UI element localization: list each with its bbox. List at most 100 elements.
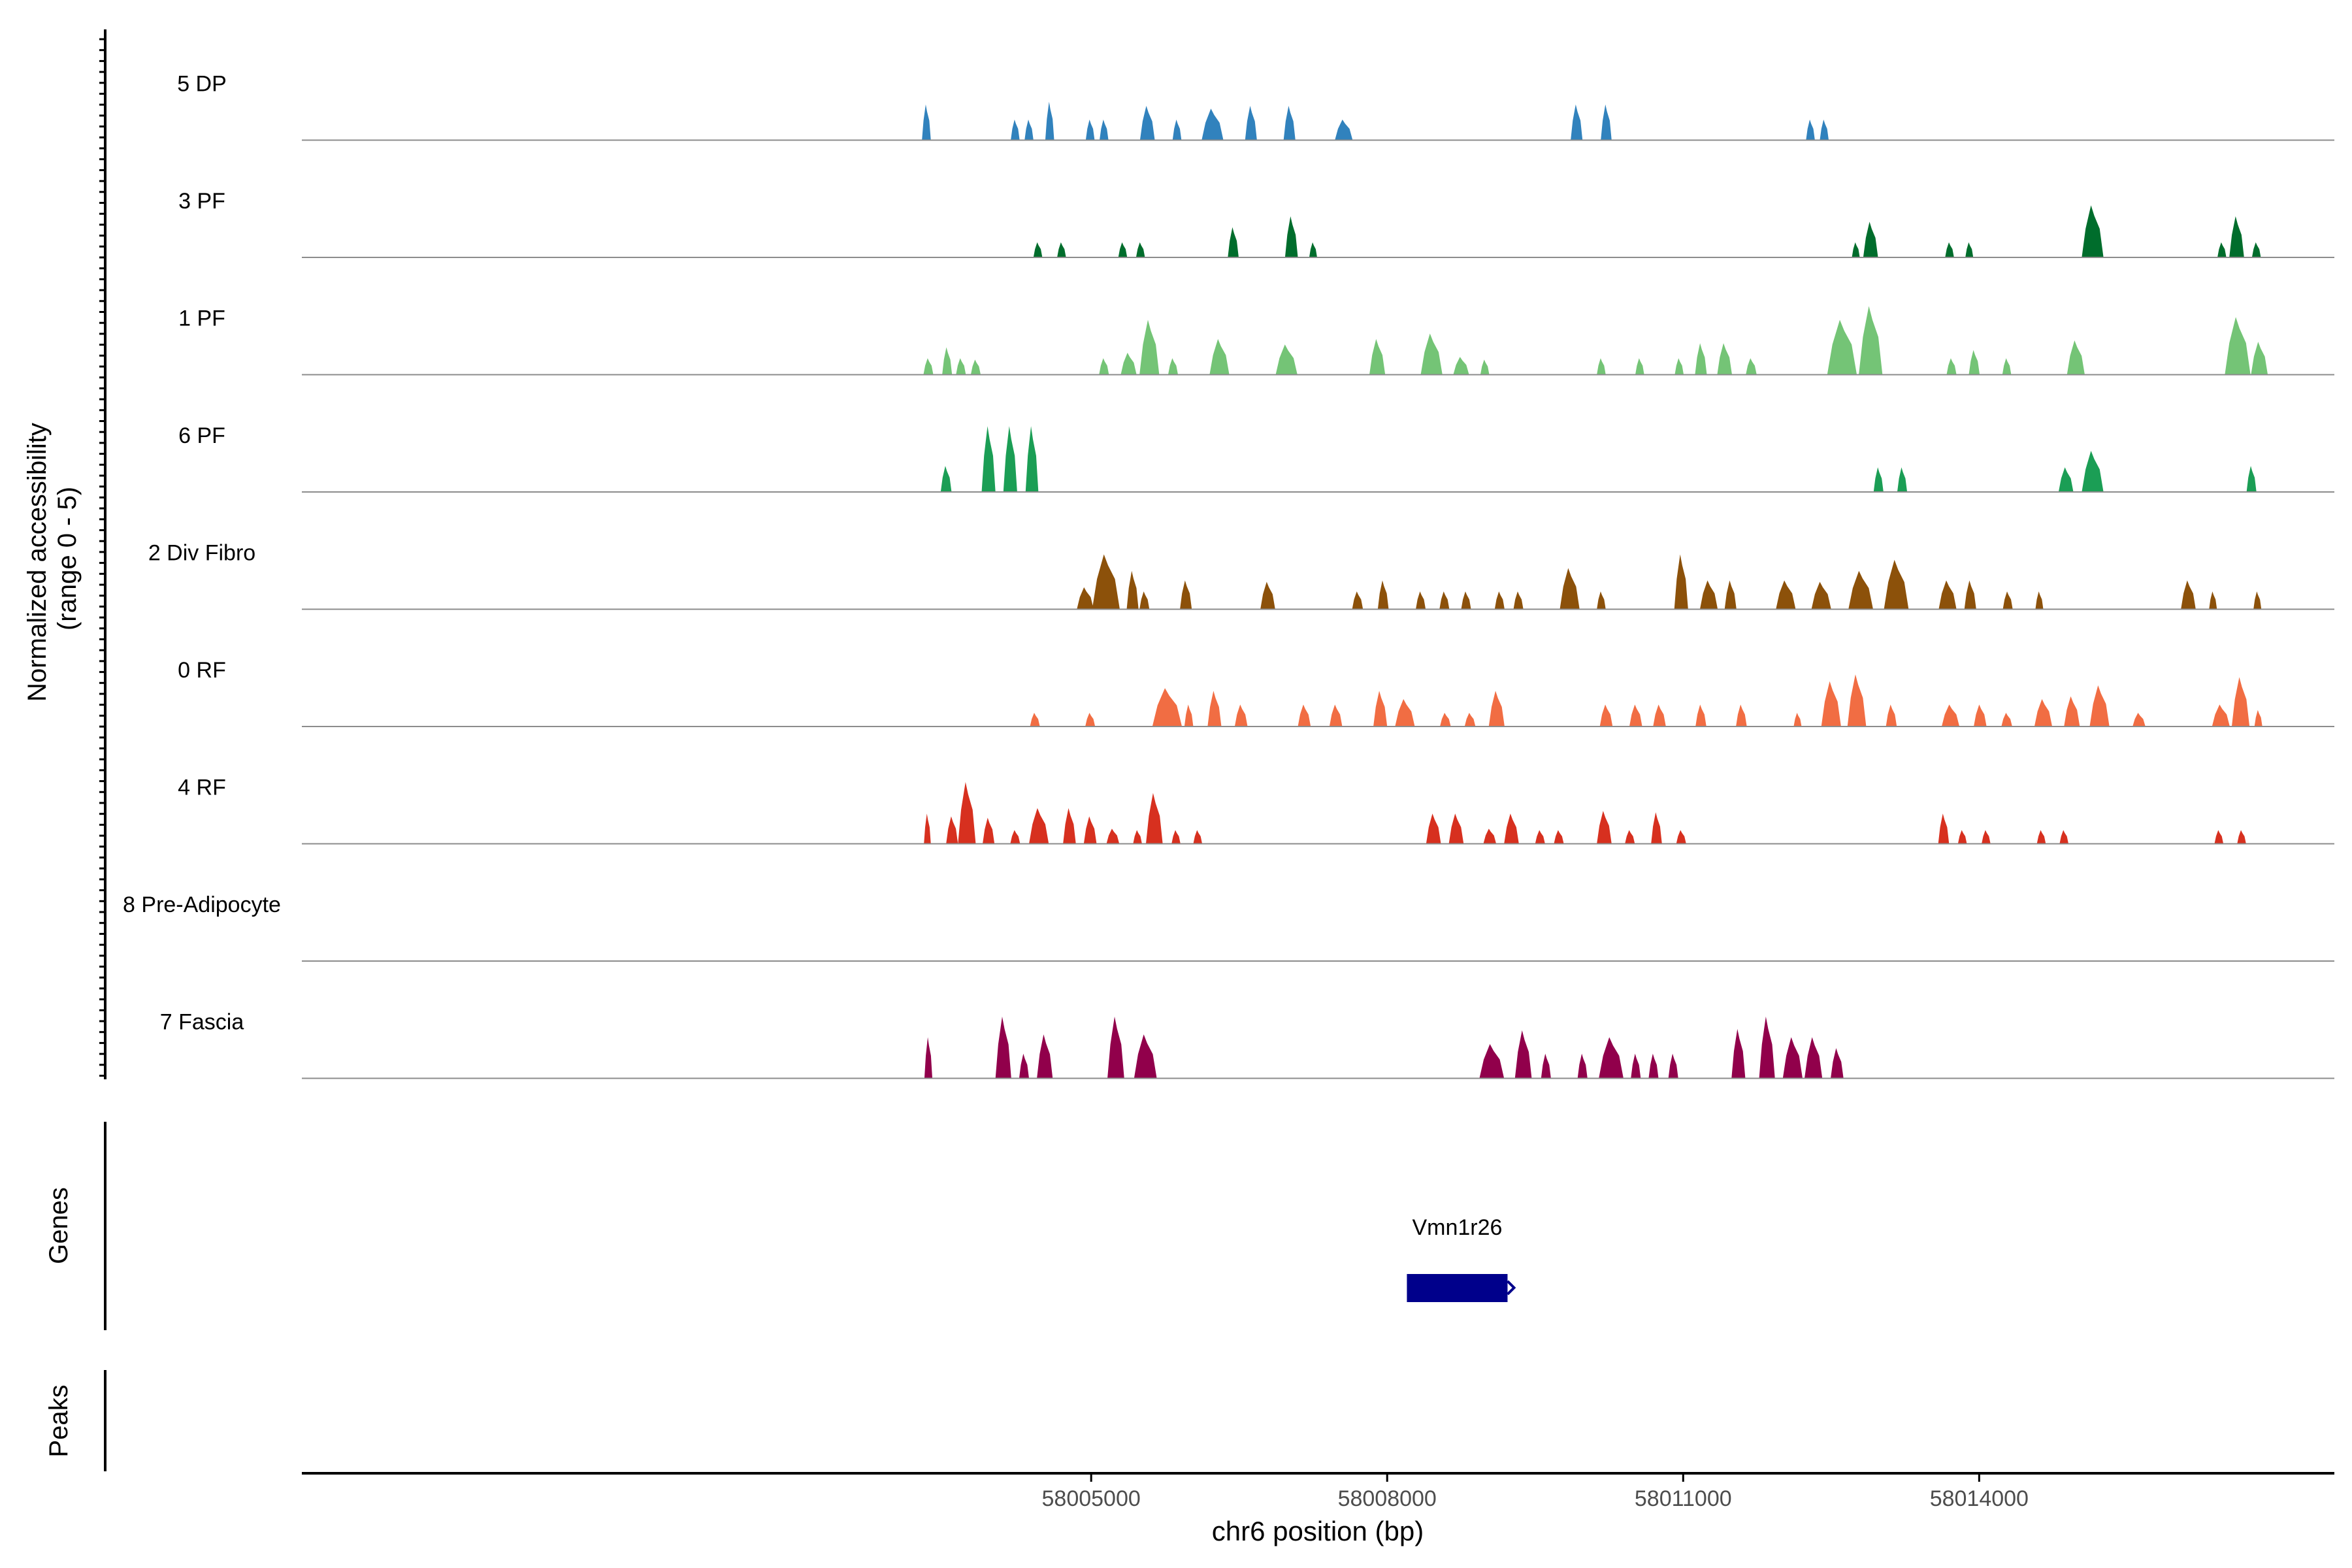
coverage-peak <box>1577 1053 1588 1079</box>
coverage-peak <box>1746 358 1757 375</box>
coverage-peak <box>2001 713 2012 727</box>
coverage-peak <box>1776 580 1796 610</box>
coverage-peak <box>1099 358 1109 375</box>
coverage-peak <box>1416 591 1426 610</box>
coverage-peak <box>1420 333 1443 375</box>
coverage-peak <box>1811 581 1831 610</box>
track-7-fascia: 7 Fascia <box>160 1010 2334 1079</box>
coverage-peak <box>956 358 966 375</box>
coverage-peak <box>1377 580 1389 610</box>
coverage-peak <box>1504 813 1519 844</box>
track-label: 3 PF <box>178 189 225 214</box>
coverage-peak <box>1736 704 1747 727</box>
coverage-peak <box>2089 685 2110 727</box>
coverage-peak <box>1029 808 1049 844</box>
track-4-rf: 4 RF <box>178 776 2334 845</box>
coverage-peak <box>2214 830 2224 844</box>
coverage-peak <box>1695 343 1707 375</box>
coverage-peak <box>1560 568 1580 610</box>
coverage-peak <box>1453 357 1469 375</box>
track-label: 0 RF <box>178 658 226 683</box>
track-label: 8 Pre-Adipocyte <box>123 892 281 917</box>
coverage-peak <box>2058 467 2074 492</box>
coverage-peak <box>1668 1053 1678 1079</box>
coverage-peak <box>1820 120 1829 140</box>
gene-label: Vmn1r26 <box>1412 1215 1502 1240</box>
coverage-peak <box>1107 1017 1124 1079</box>
x-tick-label: 58011000 <box>1635 1486 1732 1511</box>
track-0-rf: 0 RF <box>178 658 2334 727</box>
coverage-peak <box>1099 120 1109 140</box>
coverage-peak <box>1275 344 1298 375</box>
coverage-peak <box>2035 591 2044 610</box>
coverage-peak <box>1037 1034 1053 1079</box>
coverage-peak <box>995 1017 1011 1079</box>
coverage-peak <box>1369 338 1386 375</box>
coverage-peak <box>1859 306 1883 375</box>
coverage-peak <box>1011 120 1020 140</box>
coverage-peak <box>1724 580 1737 610</box>
coverage-peak <box>1884 559 1909 610</box>
coverage-peak <box>1464 713 1476 727</box>
coverage-peak <box>1806 120 1815 140</box>
coverage-peak <box>1335 120 1353 140</box>
coverage-peak <box>2082 205 2104 257</box>
coverage-peak <box>1873 467 1884 492</box>
coverage-peak <box>1821 681 1841 727</box>
coverage-peak <box>958 782 976 844</box>
coverage-peak <box>1024 120 1034 140</box>
coverage-peak <box>1514 1030 1532 1079</box>
coverage-peak <box>1571 104 1583 140</box>
coverage-peak <box>1309 242 1317 257</box>
gene-track: Vmn1r26 <box>1407 1215 1516 1302</box>
coverage-peak <box>1120 352 1137 375</box>
coverage-peak <box>1133 830 1142 844</box>
coverage-peak <box>1597 811 1612 844</box>
track-label: 7 Fascia <box>160 1010 244 1035</box>
coverage-peak <box>1941 704 1960 727</box>
coverage-peak <box>1003 426 1017 492</box>
coverage-peak <box>2036 830 2046 844</box>
coverage-peak <box>1535 830 1545 844</box>
track-label: 4 RF <box>178 776 226 800</box>
coverage-peak <box>1651 812 1662 844</box>
coverage-peak <box>1852 242 1860 257</box>
coverage-peak <box>970 359 981 375</box>
x-axis-label: chr6 position (bp) <box>1212 1516 1424 1546</box>
coverage-peak <box>1597 358 1606 375</box>
coverage-peak <box>1648 1053 1659 1079</box>
coverage-peak <box>2251 342 2268 375</box>
coverage-peak <box>1260 581 1275 610</box>
coverage-peak <box>1782 1037 1803 1079</box>
coverage-peak <box>1759 1017 1775 1079</box>
coverage-peak <box>1201 108 1224 140</box>
coverage-peak <box>1982 830 1991 844</box>
coverage-peak <box>1010 830 1021 844</box>
track-6-pf: 6 PF <box>178 423 2334 493</box>
coverage-peak <box>1601 104 1612 140</box>
coverage-peak <box>2064 696 2080 727</box>
coverage-peak <box>922 104 931 140</box>
coverage-peak <box>940 466 952 492</box>
coverage-peak <box>2246 466 2257 492</box>
track-3-pf: 3 PF <box>178 189 2334 258</box>
coverage-peak <box>1139 106 1155 140</box>
coverage-peak <box>1448 813 1464 844</box>
coverage-peak <box>1965 242 1974 257</box>
coverage-peak <box>1228 227 1239 257</box>
coverage-peak <box>1184 704 1194 727</box>
coverage-peak <box>2254 710 2262 727</box>
coverage-peak <box>1674 554 1688 610</box>
coverage-peak <box>1284 216 1298 257</box>
y-axis-label: Normalized accessibility (range 0 - 5) <box>23 416 82 702</box>
coverage-peak <box>1480 359 1490 375</box>
coverage-peak <box>1945 242 1954 257</box>
coverage-peak <box>1118 242 1128 257</box>
coverage-peak <box>1886 704 1897 727</box>
coverage-peak <box>1635 358 1644 375</box>
coverage-tracks: 5 DP 3 PF 1 PF 6 PF 2 Div Fibro 0 RF 4 RF 8 Pre… <box>123 72 2334 1079</box>
coverage-peak <box>1513 591 1524 610</box>
coverage-peak <box>2066 340 2085 375</box>
